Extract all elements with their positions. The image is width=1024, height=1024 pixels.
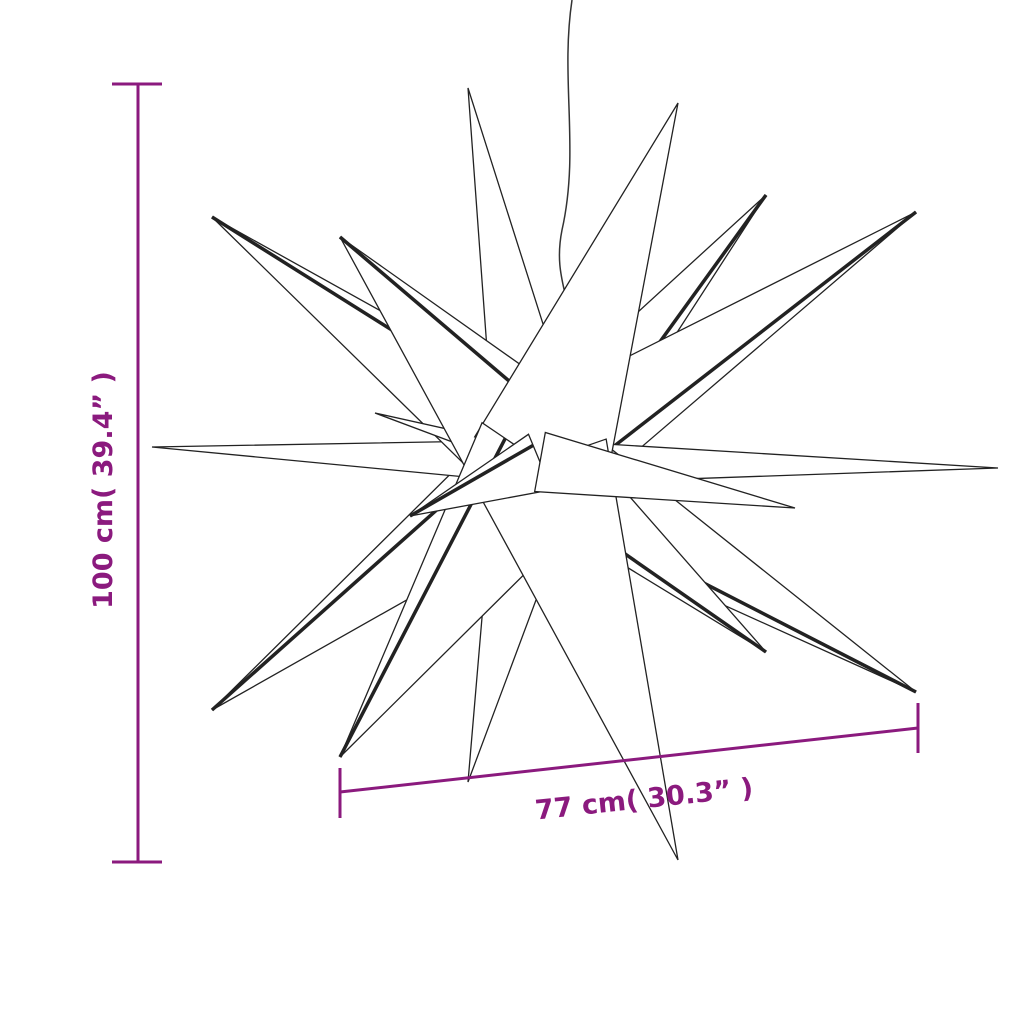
height-label: 100 cm( 39.4” ) [88,371,119,609]
star-spike [533,431,796,509]
led-strip [557,210,918,491]
led-strip [409,443,534,518]
height-dimension: 100 cm( 39.4” ) [88,82,162,864]
star-lamp-illustration [151,0,999,861]
